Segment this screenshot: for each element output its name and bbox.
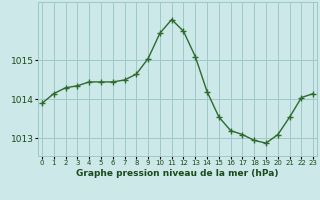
X-axis label: Graphe pression niveau de la mer (hPa): Graphe pression niveau de la mer (hPa): [76, 169, 279, 178]
